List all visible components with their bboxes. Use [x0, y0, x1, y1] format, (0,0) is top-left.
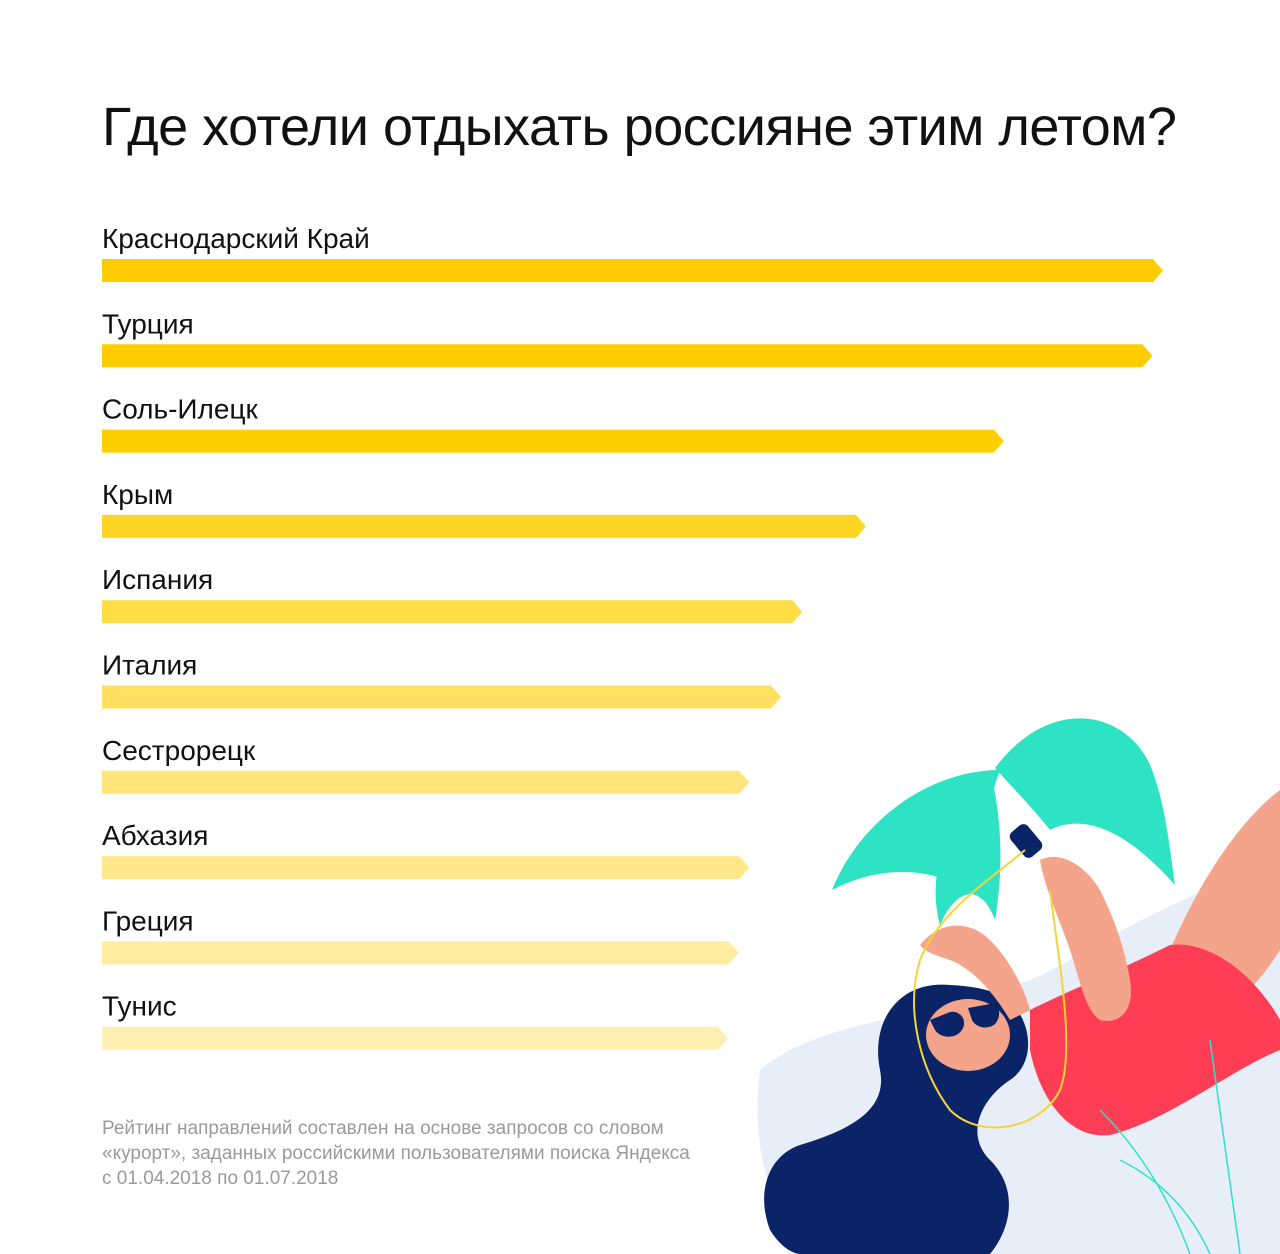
bar [102, 344, 1153, 368]
page-title: Где хотели отдыхать россияне этим летом? [102, 97, 1177, 157]
category-label: Абхазия [102, 820, 208, 851]
bar [102, 600, 803, 624]
category-label: Греция [102, 905, 194, 936]
bar [102, 1026, 728, 1050]
bar [102, 429, 1004, 453]
bar [102, 941, 739, 965]
category-label: Крым [102, 479, 173, 510]
plant-outline [1099, 1039, 1241, 1254]
forearm-shape [1040, 856, 1131, 1021]
sunglasses-icon [930, 1004, 1000, 1037]
footnote-line-3: с 01.04.2018 по 01.07.2018 [102, 1168, 339, 1189]
bar [102, 685, 782, 709]
arm-shape [920, 925, 1030, 1020]
footnote-line-1: Рейтинг направлений составлен на основе … [102, 1118, 664, 1139]
footnote-line-2: «курорт», заданных российскими пользоват… [102, 1143, 690, 1164]
bar [102, 514, 866, 538]
category-label: Сестрорецк [102, 735, 256, 766]
category-label: Турция [102, 308, 194, 339]
category-label: Испания [102, 564, 213, 595]
bar [102, 856, 750, 880]
category-label: Тунис [102, 991, 177, 1022]
earphone-cord [913, 849, 1068, 1129]
category-label: Италия [102, 650, 197, 681]
bar [102, 770, 750, 794]
woman-on-beach-illustration [757, 718, 1280, 1254]
palm-leaf-right [995, 718, 1175, 885]
phone-icon [1009, 824, 1043, 858]
category-label: Соль-Илецк [102, 394, 259, 425]
category-label: Краснодарский Край [102, 223, 370, 254]
footnote: Рейтинг направлений составлен на основе … [102, 1116, 742, 1191]
palm-leaf-middle [935, 770, 1001, 925]
bar [102, 259, 1163, 282]
